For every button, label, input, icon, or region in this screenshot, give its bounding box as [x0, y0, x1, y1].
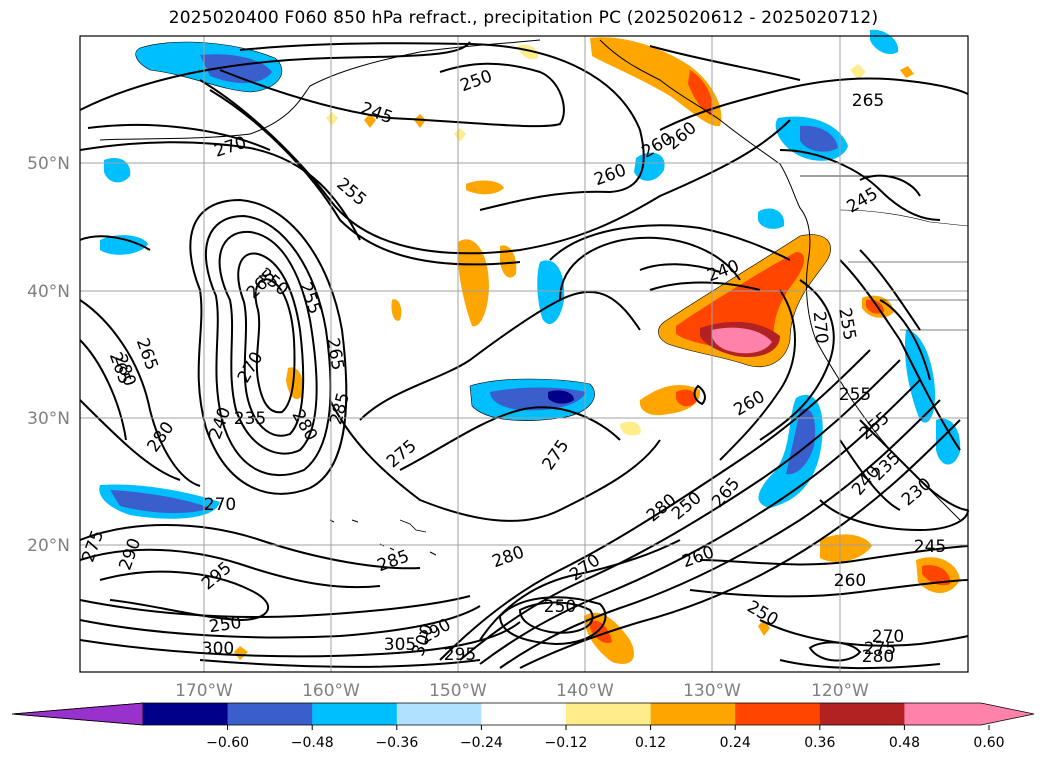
precip-outlines	[135, 41, 831, 421]
colorbar-extend-low	[11, 702, 144, 726]
colorbar-tick-label: 0.36	[804, 735, 835, 751]
contour-label: 270	[872, 627, 904, 647]
coastlines	[99, 39, 969, 556]
lon-tick-170w: 170°W	[175, 681, 233, 701]
contour-label: 270	[204, 495, 236, 515]
lat-tick-30: 30°N	[27, 409, 70, 429]
colorbar-tick-label: 0.24	[720, 735, 751, 751]
lat-tick-40: 40°N	[27, 282, 70, 302]
colorbar-tick-label: −0.12	[545, 735, 588, 751]
colorbar-tick-label: −0.60	[206, 735, 249, 751]
colorbar-tick-label: 0.60	[973, 735, 1004, 751]
lon-tick-120w: 120°W	[811, 681, 869, 701]
contour-label: 250	[458, 66, 495, 96]
contour-label: 280	[862, 647, 894, 667]
colorbar-outline	[11, 702, 1035, 726]
lat-tick-50: 50°N	[27, 154, 70, 174]
colorbar-bin	[735, 703, 821, 725]
lon-tick-150w: 150°W	[429, 681, 487, 701]
contour-label: 255	[834, 306, 859, 341]
contour-label: 245	[358, 98, 395, 128]
colorbar-bin	[143, 703, 229, 725]
colorbar-bin	[566, 703, 652, 725]
contour-label: 280	[490, 542, 527, 572]
contour-label: 275	[864, 639, 896, 659]
lon-tick-160w: 160°W	[302, 681, 360, 701]
contour-label: 260	[680, 542, 717, 572]
contour-label: 295	[444, 645, 476, 665]
lat-tick-20: 20°N	[27, 536, 70, 556]
refractivity-contours	[79, 41, 969, 670]
contour-label: 270	[809, 311, 832, 345]
lon-axis: 170°W 160°W 150°W 140°W 130°W 120°W	[175, 681, 869, 701]
lon-tick-130w: 130°W	[683, 681, 741, 701]
contour-label: 250	[544, 597, 576, 617]
map-frame	[79, 35, 969, 673]
contour-label: 250	[208, 613, 243, 637]
graticule	[80, 36, 968, 672]
contour-label: 290	[115, 536, 145, 573]
contour-label: 245	[914, 537, 946, 557]
contour-label: 275	[78, 528, 108, 565]
colorbar-bin	[312, 703, 398, 725]
lat-axis: 50°N 40°N 30°N 20°N	[27, 154, 70, 556]
contour-label: 280	[643, 490, 681, 526]
contour-label: 255	[839, 385, 871, 405]
contour-label: 265	[322, 336, 347, 371]
contour-label: 230	[898, 474, 936, 510]
contour-label: 280	[110, 352, 140, 389]
contour-label: 260	[592, 160, 629, 190]
contour-label: 235	[234, 409, 266, 429]
contour-label: 275	[383, 436, 421, 472]
colorbar-tick-label: −0.24	[460, 735, 503, 751]
colorbar-extend-high	[904, 703, 1034, 725]
colorbar-bin	[227, 703, 313, 725]
colorbar: −0.60 −0.48 −0.36 −0.24 −0.12 0.12 0.24 0.36 0.4…	[11, 702, 1035, 751]
colorbar-tick-label: 0.48	[889, 735, 920, 751]
contour-label: 265	[852, 91, 884, 111]
contour-label: 305	[384, 635, 416, 655]
contour-label: 255	[295, 280, 325, 317]
colorbar-tick-label: −0.48	[291, 735, 334, 751]
contour-label: 240	[205, 405, 235, 442]
contour-label: 300	[202, 639, 234, 659]
map-title: 2025020400 F060 850 hPa refract., precip…	[168, 8, 879, 28]
colorbar-bin	[819, 703, 905, 725]
contour-label: 260	[834, 571, 866, 591]
colorbar-bin	[396, 703, 482, 725]
precip-shading	[99, 29, 961, 664]
colorbar-tick-label: 0.12	[635, 735, 666, 751]
lon-tick-140w: 140°W	[556, 681, 614, 701]
colorbar-bin	[650, 703, 736, 725]
colorbar-tick-label: −0.36	[375, 735, 418, 751]
contour-label: 285	[375, 546, 412, 576]
contour-label: 265	[708, 474, 744, 512]
colorbar-bin	[481, 703, 567, 725]
